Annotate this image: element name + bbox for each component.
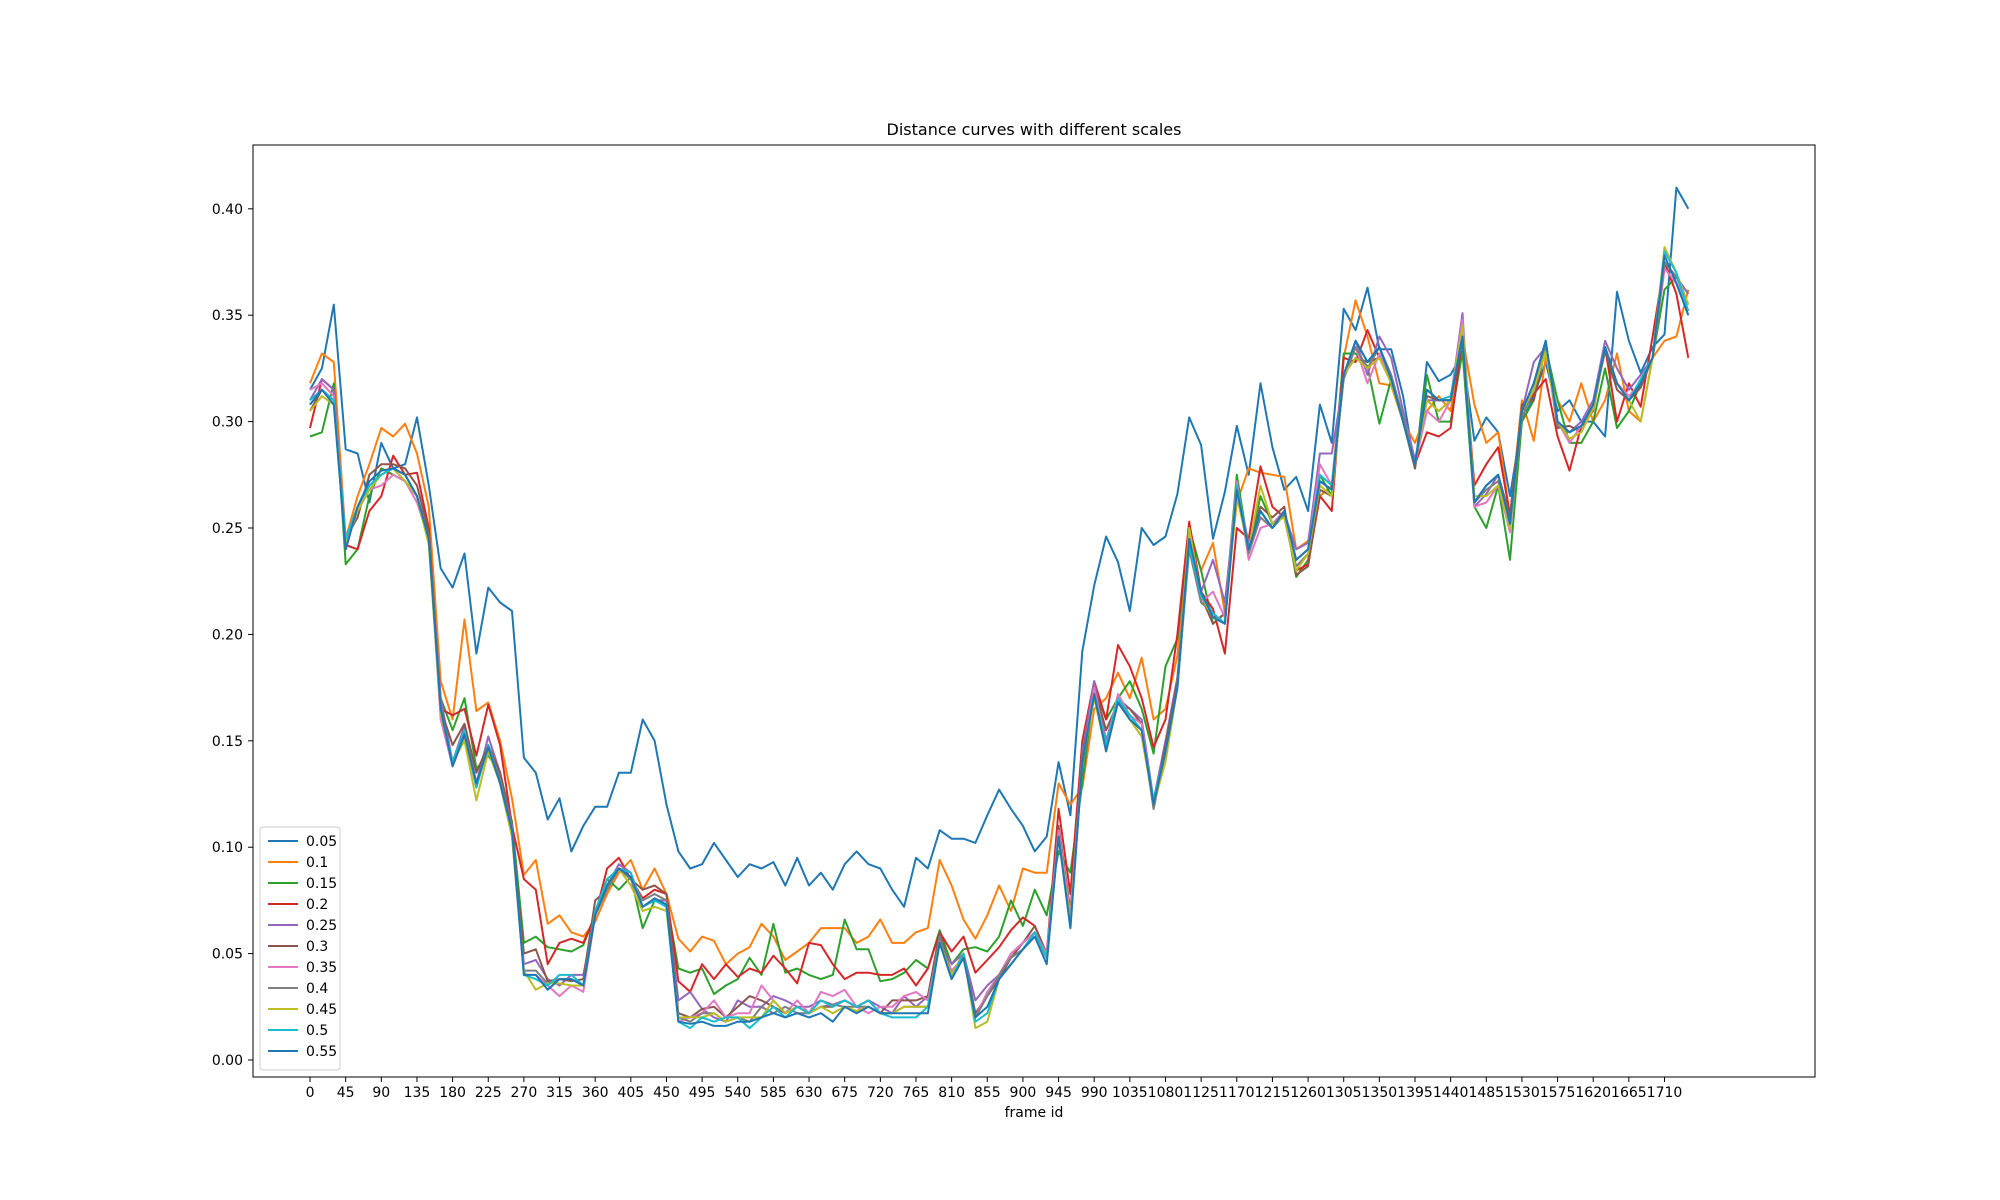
x-tick-label: 0 (306, 1085, 315, 1101)
x-tick-label: 675 (831, 1085, 858, 1101)
legend-label: 0.25 (306, 918, 337, 934)
series-line-0-2 (309, 261, 1690, 993)
x-axis: 0 45 90 135 180 225 270 315 360 405 450 495 540 585 63… (306, 1077, 1683, 1101)
x-tick-label: 1215 (1255, 1085, 1291, 1101)
x-tick-label: 90 (372, 1085, 390, 1101)
series-line-0-5 (309, 250, 1690, 1030)
x-tick-label: 945 (1045, 1085, 1072, 1101)
x-tick-label: 1395 (1397, 1085, 1433, 1101)
legend-label: 0.55 (306, 1044, 337, 1060)
legend-label: 0.4 (306, 981, 328, 997)
y-tick-label: 0.25 (212, 521, 243, 537)
y-tick-label: 0.00 (212, 1053, 243, 1069)
x-tick-label: 45 (337, 1085, 355, 1101)
chart-title: Distance curves with different scales (887, 120, 1182, 139)
x-tick-label: 1035 (1112, 1085, 1148, 1101)
legend: 0.05 0.1 0.15 0.2 0.25 0.3 0.35 0.4 0.45 0.5 0.55 (259, 826, 341, 1071)
y-tick-label: 0.10 (212, 840, 243, 856)
x-tick-label: 225 (475, 1085, 502, 1101)
y-tick-label: 0.35 (212, 308, 243, 324)
series-line-0-35 (309, 267, 1690, 1023)
x-tick-label: 810 (938, 1085, 965, 1101)
x-tick-label: 1665 (1611, 1085, 1647, 1101)
series-line-0-3 (309, 267, 1690, 1019)
x-tick-label: 855 (974, 1085, 1001, 1101)
x-tick-label: 990 (1081, 1085, 1108, 1101)
x-tick-label: 900 (1010, 1085, 1037, 1101)
series-line-0-15 (309, 275, 1690, 995)
x-tick-label: 1305 (1326, 1085, 1362, 1101)
x-tick-label: 1125 (1183, 1085, 1219, 1101)
legend-label: 0.05 (306, 834, 337, 850)
x-tick-label: 540 (724, 1085, 751, 1101)
y-tick-label: 0.15 (212, 734, 243, 750)
series-line-0-55 (309, 254, 1690, 1027)
axes-frame (252, 144, 1816, 1078)
x-tick-label: 585 (760, 1085, 787, 1101)
x-tick-label: 360 (582, 1085, 609, 1101)
legend-label: 0.5 (306, 1023, 328, 1039)
x-tick-label: 1350 (1362, 1085, 1398, 1101)
x-tick-label: 1170 (1219, 1085, 1255, 1101)
x-tick-label: 1485 (1468, 1085, 1504, 1101)
x-tick-label: 1710 (1647, 1085, 1683, 1101)
x-tick-label: 315 (546, 1085, 573, 1101)
x-tick-label: 765 (903, 1085, 930, 1101)
y-tick-label: 0.30 (212, 415, 243, 431)
y-tick-label: 0.20 (212, 627, 243, 643)
x-tick-label: 1620 (1575, 1085, 1611, 1101)
plot-area (309, 186, 1690, 1030)
legend-label: 0.3 (306, 939, 328, 955)
legend-label: 0.35 (306, 960, 337, 976)
y-tick-label: 0.40 (212, 202, 243, 218)
x-tick-label: 1440 (1433, 1085, 1469, 1101)
x-tick-label: 180 (439, 1085, 466, 1101)
x-tick-label: 135 (404, 1085, 431, 1101)
series-line-0-4 (309, 261, 1690, 1023)
x-tick-label: 1080 (1148, 1085, 1184, 1101)
x-tick-label: 450 (653, 1085, 680, 1101)
series-line-0-05 (309, 186, 1690, 908)
x-tick-label: 630 (796, 1085, 823, 1101)
legend-label: 0.45 (306, 1002, 337, 1018)
x-tick-label: 270 (511, 1085, 538, 1101)
legend-label: 0.2 (306, 897, 328, 913)
legend-label: 0.1 (306, 855, 328, 871)
legend-label: 0.15 (306, 876, 337, 892)
x-axis-label: frame id (1005, 1105, 1064, 1121)
series-line-0-45 (309, 246, 1690, 1030)
series-line-0-25 (309, 261, 1690, 1023)
y-tick-label: 0.05 (212, 947, 243, 963)
x-tick-label: 1530 (1504, 1085, 1540, 1101)
x-tick-label: 405 (617, 1085, 644, 1101)
x-tick-label: 495 (689, 1085, 716, 1101)
x-tick-label: 720 (867, 1085, 894, 1101)
y-axis: 0.00 0.05 0.10 0.15 0.20 0.25 0.30 0.35 0.40 (212, 202, 253, 1069)
x-tick-label: 1575 (1540, 1085, 1576, 1101)
x-tick-label: 1260 (1290, 1085, 1326, 1101)
